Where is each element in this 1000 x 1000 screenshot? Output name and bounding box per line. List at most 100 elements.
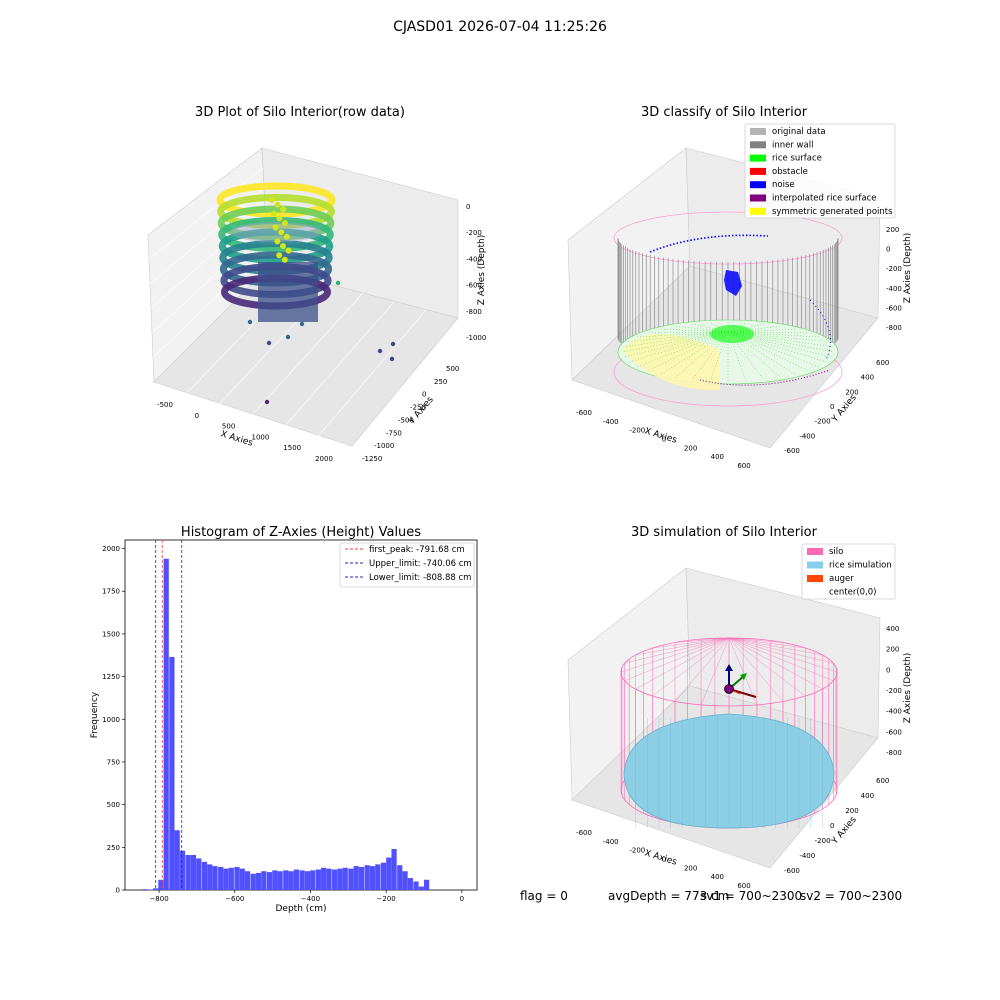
histogram-x-ticks: −800 −600 −400 −200 0 [149,890,464,903]
raw-cloud-point [274,238,281,245]
legend-label: symmetric generated points [772,207,893,217]
silo-wire-roof [635,637,730,690]
simulation-z-axis-label: Z Axies (Depth) [903,653,913,724]
classify-legend: original data inner wall rice surface obsta… [744,123,896,219]
histogram-bar [332,869,338,890]
legend-label: Lower_limit: -808.88 cm [369,573,471,583]
x-tick-label: −600 [225,895,244,903]
raw-outlier-point [247,319,253,325]
histogram-bar [407,878,413,890]
histogram-bar [207,864,213,890]
axis-tick-label: 200 [845,807,858,815]
legend-swatch [750,181,766,189]
axis-tick-label: -600 [886,304,902,312]
rice-surface-ray [623,331,729,348]
classify-z-axis-label: Z Axies (Depth) [903,233,913,304]
axis-tick-label: 0 [662,856,666,864]
histogram-bar [304,871,310,890]
raw-outlier-point [299,321,305,327]
axis-tick-label: -400 [886,285,902,293]
axis-tick-label: -600 [576,409,592,417]
axis-tick-label: -500 [157,401,173,409]
histogram-bar [288,871,294,890]
histogram-bar [391,849,397,890]
silo-wire-roof [728,637,834,664]
raw-cloud-point [276,252,283,259]
axis-tick-label: 500 [222,423,235,431]
flag-text: flag = 0 [520,889,568,903]
legend-label: silo [829,547,843,557]
raw-cloud-point [280,206,287,213]
raw-cloud-point [276,215,283,222]
histogram-bar [348,868,354,890]
axis-tick-label: -400 [886,708,902,716]
legend-swatch [807,561,823,569]
histogram-bar [255,872,262,890]
histogram-bar [397,865,403,890]
simulation-legend: silo rice simulation auger center(0,0) [801,543,896,600]
histogram-bar [147,889,153,890]
axis-tick-label: 1500 [283,444,301,452]
noise-cluster [724,270,742,296]
histogram-bar [386,857,392,890]
axis-tick-label: 400 [861,792,874,800]
axis-tick-label: -200 [629,427,645,435]
histogram-bar [375,864,381,890]
symmetric-points-area [622,334,720,391]
axis-tick-label: 0 [830,822,834,830]
silo-wire-roof [624,637,730,682]
histogram-bar [158,879,164,890]
raw-cloud-lower-block [258,262,318,322]
rice-surface-ray [727,331,820,368]
axis-tick-label: -400 [799,852,815,860]
histogram-plot-area [124,539,478,891]
histogram-bar [163,558,169,890]
axis-tick-label: -400 [466,255,482,263]
y-tick-label: 1750 [102,588,120,596]
raw-data-3d-plot: 3D Plot of Silo Interior(row data) -500 0… [147,105,487,463]
histogram-bar [353,866,359,890]
axis-tick-label: 400 [711,453,724,461]
axis-tick-label: -400 [799,432,815,440]
silo-wire-roof [728,637,784,702]
raw-outlier-point [285,334,291,340]
raw-outlier-point [390,341,396,347]
raw-cloud-point [285,247,292,254]
axis-tick-label: -200 [466,229,482,237]
legend-label: center(0,0) [829,588,877,598]
axis-tick-label: -800 [886,324,902,332]
grid-line [148,167,264,260]
histogram-bar [315,869,321,890]
raw-outlier-point [264,399,270,405]
raw-outlier-point [377,348,383,354]
histogram-bar [342,867,348,890]
histogram-bar [299,870,305,890]
legend-swatch [750,167,766,175]
raw-outlier-point [389,356,395,362]
axis-tick-label: 400 [711,873,724,881]
raw-cloud-point [272,224,279,231]
legend-label: inner wall [772,140,813,150]
figure-title: CJASD01 2026-07-04 11:25:26 [393,19,607,35]
silo-wire-roof [728,637,784,643]
axis-tick-label: -200 [815,837,831,845]
axis-tick-label: 200 [886,226,899,234]
histogram-y-ticks: 0 250 500 750 1000 1250 1500 1750 2000 [102,545,125,895]
histogram-bar [283,870,289,890]
noise-arc-side [809,299,831,361]
silo-wire-roof [635,637,730,656]
axis-tick-label: 500 [446,365,459,373]
legend-label: first_peak: -791.68 cm [369,545,465,555]
sv1-text: sv1 = 700~2300 [700,889,802,903]
legend-label: Upper_limit: -740.06 cm [369,559,472,569]
raw-x-axis-label: X Axies [219,429,254,448]
y-tick-label: 1500 [102,630,120,638]
raw-cloud-point [282,220,288,226]
axis-tick-label: 600 [737,462,750,470]
legend-swatch [750,141,766,149]
axis-tick-label: 600 [737,882,750,890]
histogram-bar [364,865,370,890]
legend-swatch [807,548,823,555]
histogram-bar [223,868,229,890]
